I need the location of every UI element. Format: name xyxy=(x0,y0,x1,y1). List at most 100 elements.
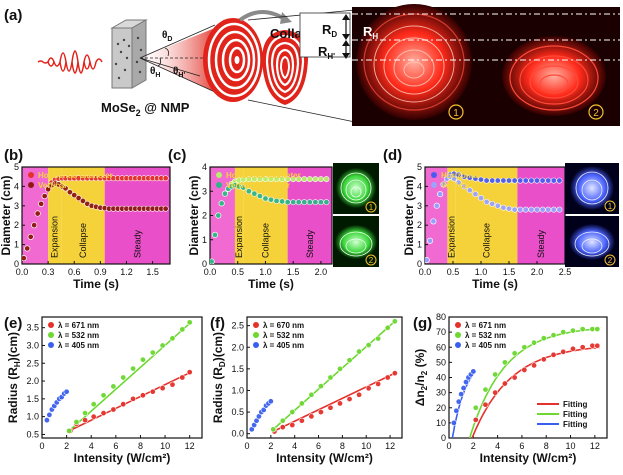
legend-label: λ = 405 nm xyxy=(465,341,506,350)
sample-suffix: @ NMP xyxy=(141,100,190,115)
series-2 xyxy=(450,368,477,426)
legend-marker xyxy=(48,322,54,328)
y-tick-label: 10 xyxy=(436,418,446,428)
y-tick-label: 3.0 xyxy=(26,340,39,350)
r-d-sub: D xyxy=(331,30,337,39)
data-point xyxy=(477,176,484,183)
x-tick-label: 1.0 xyxy=(259,267,272,277)
data-point xyxy=(545,206,552,213)
region-label-steady: Steady xyxy=(305,229,315,258)
panel-label-e: (e) xyxy=(4,315,22,332)
data-point xyxy=(356,348,363,355)
y-tick-label: 40 xyxy=(436,373,446,383)
data-point xyxy=(159,342,166,349)
legend-label: Vertical diameter xyxy=(441,181,505,190)
data-layer xyxy=(210,176,330,264)
data-point xyxy=(46,411,53,418)
data-layer xyxy=(450,326,601,438)
series-0 xyxy=(472,342,601,423)
data-point xyxy=(336,365,343,372)
data-point xyxy=(455,398,462,405)
data-point xyxy=(43,417,50,424)
data-point xyxy=(301,176,308,183)
data-point xyxy=(437,191,444,198)
region-steady xyxy=(287,167,332,264)
region-label-expansion: Expansion xyxy=(234,216,244,258)
y-tick-label: 1 xyxy=(14,240,19,250)
panel-label-g: (g) xyxy=(413,315,432,332)
x-tick-label: 2 xyxy=(268,441,273,451)
data-point xyxy=(579,344,586,351)
data-layer xyxy=(248,318,398,435)
data-point xyxy=(533,177,540,184)
data-point xyxy=(62,185,69,192)
y-axis-label-part: Radius (R xyxy=(6,367,20,423)
fit-line xyxy=(68,371,192,432)
data-point xyxy=(466,174,473,181)
data-point xyxy=(270,426,277,433)
r-h-symbol: R xyxy=(363,24,373,39)
y-axis-label-subscript: H xyxy=(13,361,22,367)
data-point xyxy=(279,417,286,424)
legend-marker xyxy=(48,342,54,348)
data-point xyxy=(290,199,297,206)
data-point xyxy=(556,177,563,184)
legend-marker xyxy=(253,332,259,338)
data-layer xyxy=(22,175,169,262)
cuvette-icon xyxy=(110,19,148,89)
y-tick-label: 4 xyxy=(202,162,207,172)
theta-h-sub: H xyxy=(155,72,160,79)
region-label-steady: Steady xyxy=(536,229,546,258)
x-tick-label: 8 xyxy=(544,441,549,451)
data-point xyxy=(391,318,398,325)
fit-curve xyxy=(471,346,600,438)
data-point xyxy=(455,179,462,186)
data-point xyxy=(120,374,127,381)
y-tick-label: 3 xyxy=(202,186,207,196)
theta-hp-symbol: θ xyxy=(173,66,178,77)
y-axis-label: Diameter (cm) xyxy=(187,175,201,255)
y-tick-label: 0 xyxy=(417,259,422,269)
sample-label: MoSe xyxy=(101,100,136,115)
data-point xyxy=(82,417,89,424)
series-1 xyxy=(472,326,601,411)
data-point xyxy=(66,427,73,434)
y-tick-label: 2 xyxy=(417,220,422,230)
x-tick-label: 0.0 xyxy=(204,267,217,277)
data-point xyxy=(289,422,296,429)
data-point xyxy=(306,176,313,183)
data-point xyxy=(323,199,330,206)
legend-marker xyxy=(455,322,461,328)
laser-wave-icon xyxy=(37,50,103,74)
legend-label: λ = 405 nm xyxy=(263,341,304,350)
data-point xyxy=(63,388,70,395)
data-point xyxy=(240,184,247,191)
data-point xyxy=(149,388,156,395)
x-tick-label: 1.0 xyxy=(475,267,488,277)
data-point xyxy=(391,370,398,377)
x-tick-label: 0.5 xyxy=(231,267,244,277)
x-axis-label: Time (s) xyxy=(248,277,294,291)
svg-text:θD: θD xyxy=(162,30,172,43)
data-point xyxy=(550,206,557,213)
data-point xyxy=(327,404,334,411)
data-point xyxy=(317,383,324,390)
panel-label-a: (a) xyxy=(4,7,22,24)
data-point xyxy=(461,173,468,180)
data-point xyxy=(100,410,107,417)
y-tick-label: 1.5 xyxy=(26,394,39,404)
y-tick-label: 2.5 xyxy=(26,358,39,368)
laser-wave-lower-icon xyxy=(47,61,91,74)
y-axis-label: Diameter (cm) xyxy=(402,175,416,255)
panel-label-b: (b) xyxy=(4,147,23,164)
y-axis-label-subscript: 2 xyxy=(420,385,429,390)
y-axis-label-part: Diameter (cm) xyxy=(0,175,13,255)
y-axis-label-part: Diameter (cm) xyxy=(187,175,201,255)
data-point xyxy=(139,392,146,399)
x-tick-label: 2.0 xyxy=(531,267,544,277)
data-point xyxy=(346,357,353,364)
data-point xyxy=(540,356,547,363)
r-h-sub: H xyxy=(372,32,378,41)
data-point xyxy=(356,391,363,398)
series-0 xyxy=(67,369,193,434)
